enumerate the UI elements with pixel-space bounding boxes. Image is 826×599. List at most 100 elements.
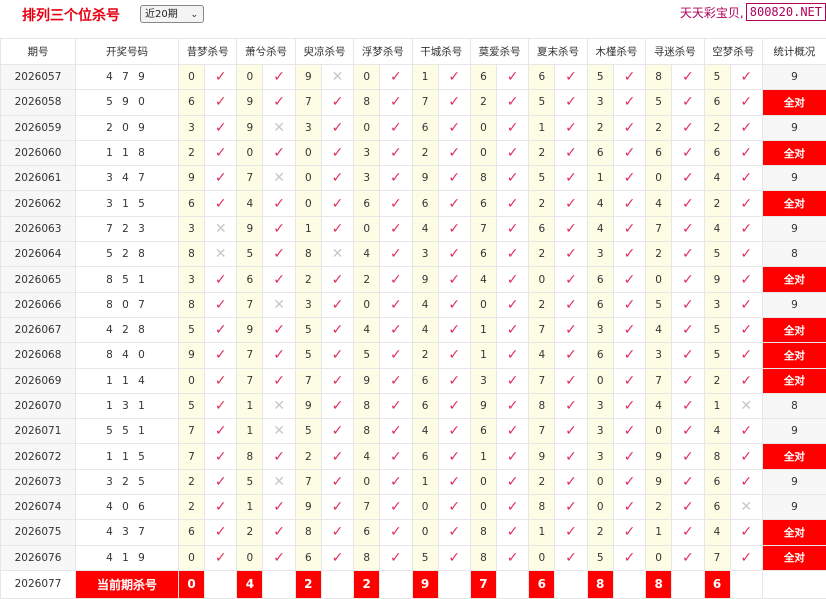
check-icon: ✓ <box>672 65 704 90</box>
kill-value: 5 <box>295 419 321 444</box>
check-icon: ✓ <box>205 545 237 570</box>
check-icon: ✓ <box>321 545 353 570</box>
kill-value: 6 <box>412 191 438 216</box>
kill-value: 3 <box>470 368 496 393</box>
check-icon: ✓ <box>438 267 470 292</box>
check-icon: ✓ <box>380 368 412 393</box>
check-icon: ✓ <box>380 191 412 216</box>
kill-value: 6 <box>587 292 613 317</box>
kill-value: 8 <box>179 242 205 267</box>
check-icon: ✓ <box>205 140 237 165</box>
check-icon: ✓ <box>321 317 353 342</box>
check-icon: ✓ <box>321 444 353 469</box>
kill-value: 8 <box>295 242 321 267</box>
draw-number: 4 1 9 <box>76 545 179 570</box>
check-icon: ✓ <box>205 495 237 520</box>
check-icon: ✓ <box>438 191 470 216</box>
stat-count: 9 <box>762 115 826 140</box>
kill-value: 7 <box>704 545 730 570</box>
check-icon: ✓ <box>496 267 528 292</box>
stat-count: 8 <box>762 242 826 267</box>
check-icon: ✓ <box>263 495 295 520</box>
kill-value: 2 <box>529 469 555 494</box>
check-icon: ✓ <box>205 444 237 469</box>
kill-value: 2 <box>179 469 205 494</box>
check-icon: ✓ <box>555 115 587 140</box>
kill-value: 4 <box>704 166 730 191</box>
kill-value: 7 <box>529 317 555 342</box>
empty-cell <box>496 570 528 598</box>
issue-number: 2026069 <box>1 368 76 393</box>
check-icon: ✓ <box>496 343 528 368</box>
check-icon: ✓ <box>672 419 704 444</box>
all-correct-badge: 全对 <box>762 368 826 393</box>
check-icon: ✓ <box>730 469 762 494</box>
brand: 天天彩宝贝, 800820.NET <box>680 3 826 21</box>
issue-number: 2026068 <box>1 343 76 368</box>
check-icon: ✓ <box>555 317 587 342</box>
check-icon: ✓ <box>438 216 470 241</box>
kill-value: 0 <box>179 368 205 393</box>
kill-value: 9 <box>704 267 730 292</box>
check-icon: ✓ <box>321 191 353 216</box>
kill-value: 4 <box>704 216 730 241</box>
check-icon: ✓ <box>438 242 470 267</box>
check-icon: ✓ <box>205 368 237 393</box>
cross-icon: ✕ <box>321 242 353 267</box>
check-icon: ✓ <box>438 520 470 545</box>
current-kill-value: 2 <box>354 570 380 598</box>
kill-value: 2 <box>704 191 730 216</box>
check-icon: ✓ <box>730 317 762 342</box>
kill-value: 9 <box>179 343 205 368</box>
check-icon: ✓ <box>321 166 353 191</box>
kill-value: 3 <box>179 216 205 241</box>
kill-value: 4 <box>354 444 380 469</box>
check-icon: ✓ <box>730 419 762 444</box>
kill-value: 0 <box>179 545 205 570</box>
check-icon: ✓ <box>496 545 528 570</box>
check-icon: ✓ <box>380 393 412 418</box>
kill-value: 4 <box>237 191 263 216</box>
check-icon: ✓ <box>613 267 645 292</box>
column-header: 木槿杀号 <box>587 39 645 65</box>
kill-value: 7 <box>646 368 672 393</box>
issue-number: 2026071 <box>1 419 76 444</box>
check-icon: ✓ <box>438 292 470 317</box>
period-select-value: 近20期 <box>145 9 178 20</box>
check-icon: ✓ <box>672 469 704 494</box>
kill-value: 4 <box>412 419 438 444</box>
column-header: 夏末杀号 <box>529 39 587 65</box>
kill-value: 4 <box>646 191 672 216</box>
kill-value: 3 <box>646 343 672 368</box>
kill-value: 5 <box>529 166 555 191</box>
draw-number: 2 0 9 <box>76 115 179 140</box>
check-icon: ✓ <box>672 368 704 393</box>
check-icon: ✓ <box>205 520 237 545</box>
kill-value: 5 <box>646 90 672 115</box>
check-icon: ✓ <box>263 545 295 570</box>
column-header: 昔梦杀号 <box>179 39 237 65</box>
draw-number: 4 3 7 <box>76 520 179 545</box>
kill-value: 7 <box>412 90 438 115</box>
check-icon: ✓ <box>613 520 645 545</box>
check-icon: ✓ <box>730 191 762 216</box>
kill-value: 6 <box>587 267 613 292</box>
check-icon: ✓ <box>672 495 704 520</box>
kill-value: 6 <box>704 495 730 520</box>
kill-value: 6 <box>412 115 438 140</box>
period-select[interactable]: 近20期 ⌄ <box>140 5 204 23</box>
kill-value: 5 <box>179 317 205 342</box>
check-icon: ✓ <box>672 343 704 368</box>
kill-value: 3 <box>354 140 380 165</box>
brand-site-link[interactable]: 800820.NET <box>746 3 826 21</box>
kill-value: 1 <box>412 469 438 494</box>
kill-value: 1 <box>470 444 496 469</box>
check-icon: ✓ <box>672 444 704 469</box>
check-icon: ✓ <box>263 140 295 165</box>
cross-icon: ✕ <box>263 292 295 317</box>
check-icon: ✓ <box>496 65 528 90</box>
cross-icon: ✕ <box>263 419 295 444</box>
check-icon: ✓ <box>438 65 470 90</box>
